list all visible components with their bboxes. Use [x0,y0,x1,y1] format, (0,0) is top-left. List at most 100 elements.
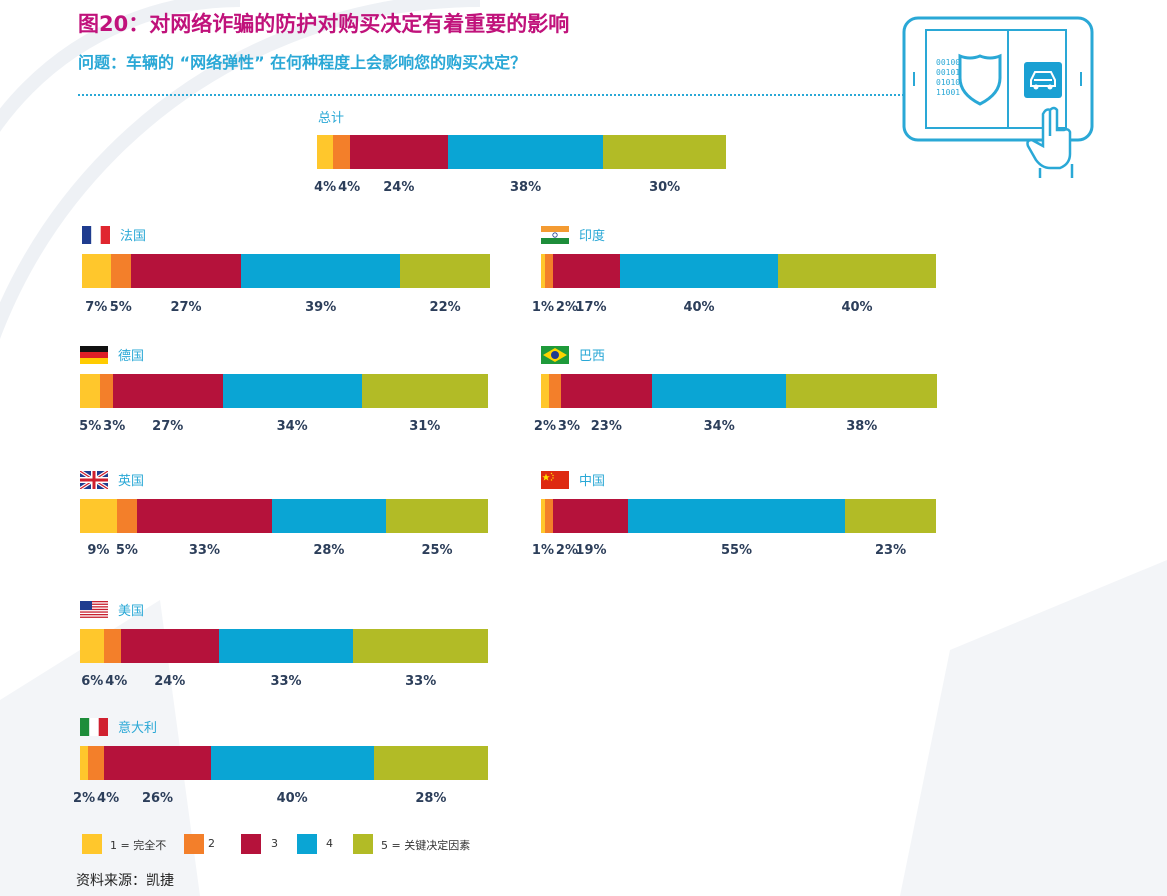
data-label: 1% [531,543,555,558]
bar-segment-3 [552,254,620,288]
data-label: 5% [109,300,132,315]
bar-segment-3 [130,254,242,288]
data-label: 27% [170,300,202,315]
data-label: 24% [383,180,415,195]
source-note: 资料来源：凯捷 [76,873,174,889]
data-label: 33% [405,674,437,689]
stacked-bar [80,746,488,780]
data-label: 38% [510,180,542,195]
data-label: 30% [649,180,681,195]
bar-segment-2 [333,135,350,169]
bar-segment-4 [210,746,374,780]
data-label: 4% [314,180,337,195]
panel-label: 美国 [118,604,145,619]
bar-segment-3 [120,629,219,663]
legend-swatch [353,834,373,854]
binary-line: 01010 [936,78,960,87]
binary-line: 00100 [936,58,960,67]
india-flag-icon [541,226,569,244]
data-label: 17% [575,300,607,315]
china-flag-icon [541,471,569,489]
bar-segment-1 [80,629,105,663]
panel-label: 巴西 [579,349,606,364]
chart-subtitle: 问题：车辆的 “网络弹性” 在何种程度上会影响您的购买决定？ [78,53,527,72]
bar-segment-2 [110,254,131,288]
panel-label: 意大利 [118,721,158,736]
bar-segment-5 [385,499,488,533]
bar-segment-5 [361,374,488,408]
data-label: 25% [421,543,453,558]
data-label: 40% [276,791,308,806]
bar-segment-3 [104,746,211,780]
stacked-bar [317,135,726,169]
bar-segment-2 [544,254,553,288]
bar-segment-5 [777,254,936,288]
data-label: 1% [531,300,555,315]
italy-flag-icon [80,718,108,736]
stacked-bar [80,374,488,408]
data-label: 7% [85,300,108,315]
legend-label: 3 [271,837,278,850]
bar-segment-2 [544,499,553,533]
data-label: 28% [415,791,447,806]
panel-label: 英国 [118,474,145,489]
legend-swatch [241,834,261,854]
data-label: 24% [154,674,186,689]
panel-label: 印度 [579,229,606,244]
bar-segment-3 [552,499,628,533]
data-label: 38% [846,419,878,434]
data-label: 23% [590,419,622,434]
shield-icon [958,53,1002,106]
stacked-bar [541,254,936,288]
dotted-divider [78,94,904,96]
bar-segment-4 [218,629,354,663]
data-label: 6% [81,674,104,689]
data-label: 22% [429,300,461,315]
data-label: 19% [575,543,607,558]
uk-flag-icon [80,471,108,489]
pointing-hand-icon [1026,106,1072,170]
binary-line: 11001 [936,88,960,97]
data-label: 2% [555,300,579,315]
data-label: 33% [270,674,302,689]
stacked-bar [80,499,488,533]
bar-segment-2 [116,499,138,533]
data-label: 2% [555,543,579,558]
bar-segment-3 [137,499,272,533]
bar-segment-5 [373,746,488,780]
panel-label: 法国 [120,229,147,244]
bar-segment-5 [845,499,936,533]
brazil-flag-icon [541,346,569,364]
legend-label: 2 [208,837,215,850]
bar-segment-1 [80,374,101,408]
legend-label: 1 = 完全不 [110,839,167,852]
data-label: 4% [97,791,120,806]
bar-segment-3 [560,374,652,408]
stacked-bar [80,629,488,663]
binary-line: 00101 [936,68,960,77]
bar-segment-1 [80,499,117,533]
data-label: 34% [703,419,735,434]
car-icon [1030,71,1056,87]
usa-flag-icon [80,601,108,618]
bar-segment-3 [349,135,448,169]
bar-segment-1 [82,254,111,288]
data-label: 26% [141,791,174,806]
data-label: 2% [533,419,556,434]
legend-swatch [184,834,204,854]
bar-segment-4 [271,499,386,533]
data-label: 3% [557,419,580,434]
bar-segment-5 [400,254,490,288]
data-label: 9% [87,543,110,558]
bar-segment-5 [603,135,726,169]
stacked-bar [82,254,490,288]
bar-segment-3 [112,374,223,408]
legend-swatch [82,834,102,854]
bar-segment-1 [541,499,545,533]
bar-segment-4 [222,374,362,408]
data-label: 27% [152,419,184,434]
data-label: 5% [79,419,102,434]
data-label: 4% [105,674,128,689]
bar-segment-2 [100,374,113,408]
france-flag-icon [82,226,110,244]
